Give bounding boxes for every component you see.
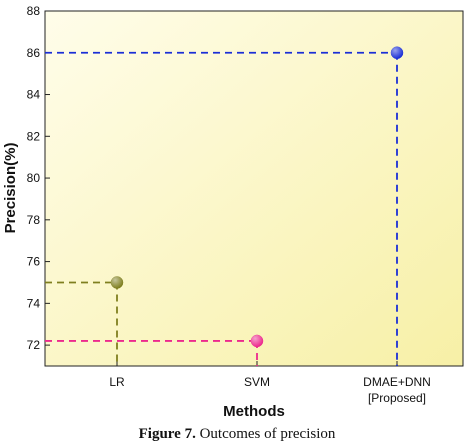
plot-area <box>44 10 464 367</box>
y-tick-label: 82 <box>27 129 41 143</box>
precision-chart: 72 74 76 78 80 82 84 86 88 LR SVM DMAE+DNN [Propose… <box>2 4 464 420</box>
y-tick-label: 86 <box>27 46 41 60</box>
y-tick-label: 80 <box>27 171 41 185</box>
x-axis-title: Methods <box>223 403 285 420</box>
x-axis-ticks: LR SVM DMAE+DNN [Proposed] <box>109 361 431 405</box>
x-tick-label: LR <box>109 375 125 389</box>
x-tick-label: DMAE+DNN <box>363 375 431 389</box>
data-point-highlight <box>391 46 403 59</box>
figure-caption: Figure 7. Outcomes of precision <box>0 426 474 443</box>
y-tick-label: 74 <box>27 296 41 310</box>
x-tick-label: [Proposed] <box>368 391 426 405</box>
data-point-highlight <box>111 276 123 289</box>
y-axis-title: Precision(%) <box>2 143 19 234</box>
y-tick-label: 88 <box>27 4 41 18</box>
y-tick-label: 78 <box>27 213 41 227</box>
y-tick-label: 84 <box>27 88 41 102</box>
figure-caption-text: Outcomes of precision <box>199 426 336 442</box>
data-points <box>110 46 404 348</box>
y-tick-label: 72 <box>27 338 41 352</box>
x-tick-label: SVM <box>244 375 270 389</box>
figure-caption-label: Figure 7. <box>138 426 196 442</box>
y-axis-ticks: 72 74 76 78 80 82 84 86 88 <box>27 4 50 352</box>
y-tick-label: 76 <box>27 255 41 269</box>
data-point-highlight <box>251 334 263 347</box>
